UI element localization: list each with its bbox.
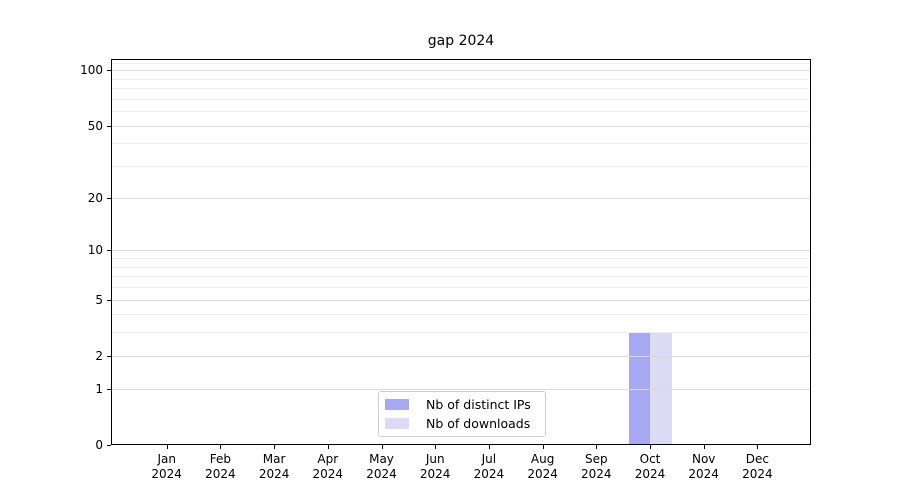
- x-tick-label: Jun 2024: [419, 452, 451, 481]
- legend-item: Nb of downloads: [385, 415, 537, 432]
- x-tick-label: Apr 2024: [312, 452, 344, 481]
- x-tick-label: Mar 2024: [258, 452, 290, 481]
- legend-label: Nb of downloads: [426, 415, 531, 431]
- legend-label: Nb of distinct IPs: [426, 396, 531, 412]
- minor-gridline: [111, 143, 811, 145]
- y-tick-label: 50: [87, 118, 103, 133]
- minor-gridline: [111, 276, 811, 278]
- x-tick: [596, 445, 598, 449]
- x-tick-label: May 2024: [366, 452, 397, 481]
- legend-item: Nb of distinct IPs: [385, 396, 537, 413]
- y-tick-label: 10: [87, 243, 103, 258]
- y-tick: [107, 197, 111, 199]
- y-tick: [107, 125, 111, 127]
- major-gridline: [111, 355, 811, 357]
- chart-title: gap 2024: [427, 33, 495, 49]
- y-tick-label: 0: [95, 438, 103, 452]
- major-gridline: [111, 197, 811, 199]
- y-tick-label: 100: [80, 63, 103, 78]
- minor-gridline: [111, 314, 811, 316]
- x-tick: [703, 445, 705, 449]
- minor-gridline: [111, 62, 811, 64]
- minor-gridline: [111, 286, 811, 288]
- x-tick: [327, 445, 329, 449]
- x-tick: [488, 445, 490, 449]
- x-tick-label: Aug 2024: [527, 452, 558, 481]
- major-gridline: [111, 299, 811, 301]
- x-tick-label: Oct 2024: [634, 452, 666, 481]
- y-tick-label: 2: [95, 348, 103, 363]
- x-tick: [435, 445, 437, 449]
- y-tick: [107, 70, 111, 72]
- x-tick-label: Dec 2024: [742, 452, 773, 481]
- y-tick-label: 20: [87, 190, 103, 205]
- y-tick: [107, 355, 111, 357]
- x-tick: [650, 445, 651, 449]
- legend: Nb of distinct IPs Nb of downloads: [378, 391, 546, 437]
- y-tick: [107, 299, 111, 301]
- minor-gridline: [111, 258, 811, 260]
- x-tick: [381, 445, 383, 449]
- minor-gridline: [111, 98, 811, 100]
- minor-gridline: [111, 266, 811, 268]
- major-gridline: [111, 388, 811, 390]
- legend-swatch: [385, 399, 409, 410]
- x-tick-label: Sep 2024: [581, 452, 612, 481]
- plot-border: [111, 59, 811, 445]
- major-gridline: [111, 125, 811, 127]
- x-tick-label: Jan 2024: [151, 452, 182, 481]
- minor-gridline: [111, 88, 811, 90]
- y-tick: [107, 250, 111, 252]
- y-tick: [107, 445, 111, 446]
- minor-gridline: [111, 332, 811, 334]
- minor-gridline: [111, 78, 811, 80]
- x-tick: [166, 445, 168, 449]
- y-tick-label: 1: [95, 381, 103, 396]
- x-tick: [274, 445, 276, 449]
- y-tick-label: 5: [95, 292, 103, 307]
- major-gridline: [111, 250, 811, 252]
- x-tick: [542, 445, 544, 449]
- minor-gridline: [111, 166, 811, 168]
- minor-gridline: [111, 111, 811, 113]
- legend-swatch: [385, 418, 409, 429]
- x-tick-label: Feb 2024: [205, 452, 236, 481]
- x-tick: [757, 445, 759, 449]
- x-tick: [220, 445, 222, 449]
- x-tick-label: Jul 2024: [473, 452, 505, 481]
- x-tick-label: Nov 2024: [688, 452, 719, 481]
- y-tick: [107, 388, 111, 390]
- major-gridline: [111, 70, 811, 72]
